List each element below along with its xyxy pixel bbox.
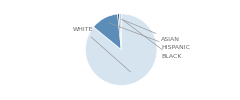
Text: HISPANIC: HISPANIC (109, 23, 190, 50)
Wedge shape (120, 14, 121, 50)
Wedge shape (93, 14, 121, 50)
Text: BLACK: BLACK (123, 20, 182, 59)
Wedge shape (85, 14, 157, 85)
Text: WHITE: WHITE (73, 27, 131, 72)
Text: ASIAN: ASIAN (121, 19, 180, 42)
Wedge shape (118, 14, 121, 50)
